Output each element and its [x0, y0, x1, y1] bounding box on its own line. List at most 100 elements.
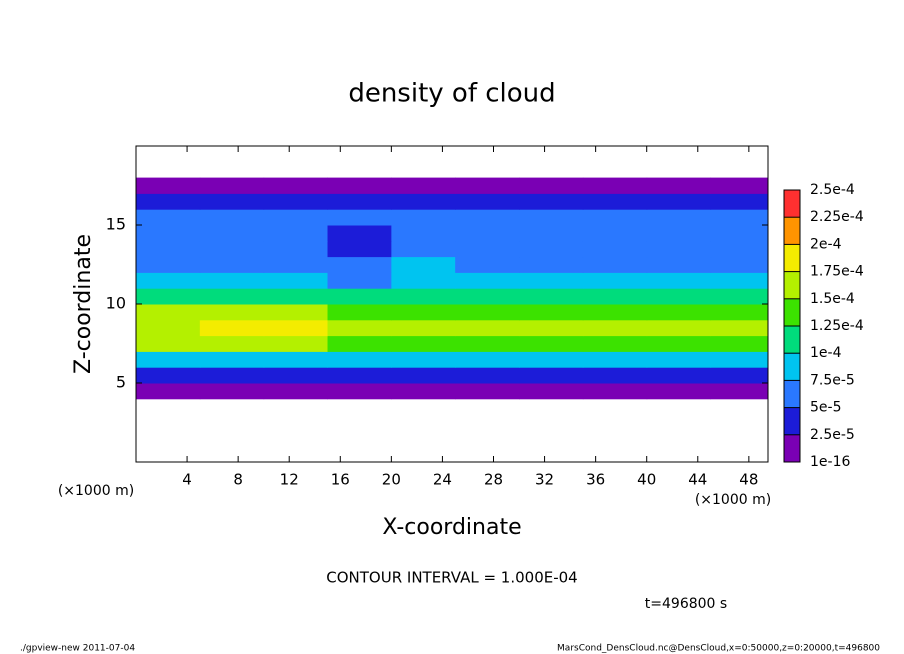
- heatmap-cell: [199, 304, 265, 321]
- heatmap-cell: [710, 319, 768, 337]
- heatmap-cell: [710, 193, 768, 210]
- heatmap-cell: [710, 225, 768, 242]
- heatmap-cell: [199, 256, 265, 273]
- heatmap-cell: [455, 351, 520, 368]
- heatmap-cell: [582, 225, 648, 242]
- heatmap-cell: [455, 319, 520, 337]
- heatmap-cell: [263, 288, 329, 305]
- footer-right: MarsCond_DensCloud.nc@DensCloud,x=0:5000…: [557, 644, 880, 654]
- heatmap-cell: [263, 225, 329, 242]
- x-tick-label: 12: [280, 471, 299, 489]
- colorbar-label: 2e-4: [810, 236, 842, 252]
- heatmap-cell: [391, 193, 456, 210]
- colorbar-label: 7.5e-5: [810, 372, 855, 388]
- heatmap-cell: [519, 335, 584, 352]
- heatmap-cell: [327, 351, 392, 368]
- heatmap-cell: [136, 367, 201, 384]
- colorbar-swatch: [784, 326, 800, 354]
- colorbar-label: 2.5e-5: [810, 427, 855, 443]
- heatmap-cell: [391, 272, 456, 289]
- heatmap-cell: [519, 225, 584, 242]
- heatmap-cell: [136, 319, 201, 337]
- heatmap-cell: [199, 272, 265, 289]
- heatmap-cell: [263, 351, 329, 368]
- colorbar-swatch: [784, 434, 800, 462]
- heatmap-cell: [455, 209, 520, 226]
- heatmap-cell: [646, 256, 712, 273]
- heatmap-cell: [519, 304, 584, 321]
- heatmap-cell: [455, 367, 520, 384]
- heatmap-cell: [519, 272, 584, 289]
- heatmap-cell: [199, 225, 265, 242]
- heatmap-cell: [327, 319, 392, 337]
- x-tick-label: 40: [637, 471, 656, 489]
- x-tick-label: 44: [688, 471, 707, 489]
- heatmap-cell: [582, 383, 648, 400]
- heatmap-cell: [519, 367, 584, 384]
- heatmap-cell: [582, 240, 648, 258]
- heatmap-cell: [263, 240, 329, 258]
- heatmap-cell: [199, 177, 265, 194]
- heatmap-cell: [455, 193, 520, 210]
- heatmap-cell: [136, 225, 201, 242]
- colorbar-label: 1.5e-4: [810, 291, 855, 307]
- heatmap-cell: [263, 193, 329, 210]
- heatmap-cell: [646, 209, 712, 226]
- heatmap: [136, 177, 768, 400]
- heatmap-cell: [391, 335, 456, 352]
- heatmap-cell: [582, 272, 648, 289]
- colorbar-swatch: [784, 407, 800, 435]
- heatmap-cell: [646, 319, 712, 337]
- colorbar-label: 1.75e-4: [810, 264, 864, 280]
- heatmap-cell: [199, 288, 265, 305]
- heatmap-cell: [710, 304, 768, 321]
- colorbar-label: 1e-4: [810, 345, 842, 361]
- heatmap-cell: [327, 288, 392, 305]
- heatmap-cell: [646, 272, 712, 289]
- x-unit-label: (×1000 m): [695, 492, 771, 508]
- heatmap-cell: [646, 177, 712, 194]
- heatmap-cell: [263, 335, 329, 352]
- time-note: t=496800 s: [645, 596, 727, 612]
- colorbar-swatch: [784, 298, 800, 326]
- heatmap-cell: [710, 177, 768, 194]
- heatmap-cell: [263, 304, 329, 321]
- heatmap-cell: [455, 177, 520, 194]
- heatmap-cell: [582, 367, 648, 384]
- heatmap-cell: [391, 304, 456, 321]
- heatmap-cell: [327, 225, 392, 242]
- heatmap-cell: [455, 335, 520, 352]
- heatmap-cell: [710, 335, 768, 352]
- heatmap-cell: [199, 240, 265, 258]
- heatmap-cell: [136, 272, 201, 289]
- heatmap-cell: [263, 383, 329, 400]
- heatmap-cell: [391, 288, 456, 305]
- heatmap-cell: [519, 351, 584, 368]
- heatmap-cell: [710, 240, 768, 258]
- heatmap-cell: [710, 367, 768, 384]
- colorbar-label: 2.5e-4: [810, 182, 855, 198]
- heatmap-cell: [519, 383, 584, 400]
- y-tick-label: 5: [116, 373, 126, 392]
- heatmap-cell: [646, 225, 712, 242]
- heatmap-cell: [136, 177, 201, 194]
- heatmap-cell: [199, 367, 265, 384]
- heatmap-cell: [646, 240, 712, 258]
- heatmap-cell: [327, 240, 392, 258]
- heatmap-cell: [263, 256, 329, 273]
- x-tick-label: 36: [586, 471, 605, 489]
- heatmap-cell: [519, 288, 584, 305]
- heatmap-cell: [199, 209, 265, 226]
- heatmap-cell: [710, 383, 768, 400]
- heatmap-cell: [263, 367, 329, 384]
- heatmap-cell: [519, 256, 584, 273]
- heatmap-cell: [391, 351, 456, 368]
- heatmap-cell: [199, 193, 265, 210]
- heatmap-cell: [136, 351, 201, 368]
- colorbar-label: 1.25e-4: [810, 318, 864, 334]
- heatmap-cell: [646, 304, 712, 321]
- heatmap-cell: [136, 209, 201, 226]
- heatmap-cell: [710, 209, 768, 226]
- heatmap-cell: [136, 335, 201, 352]
